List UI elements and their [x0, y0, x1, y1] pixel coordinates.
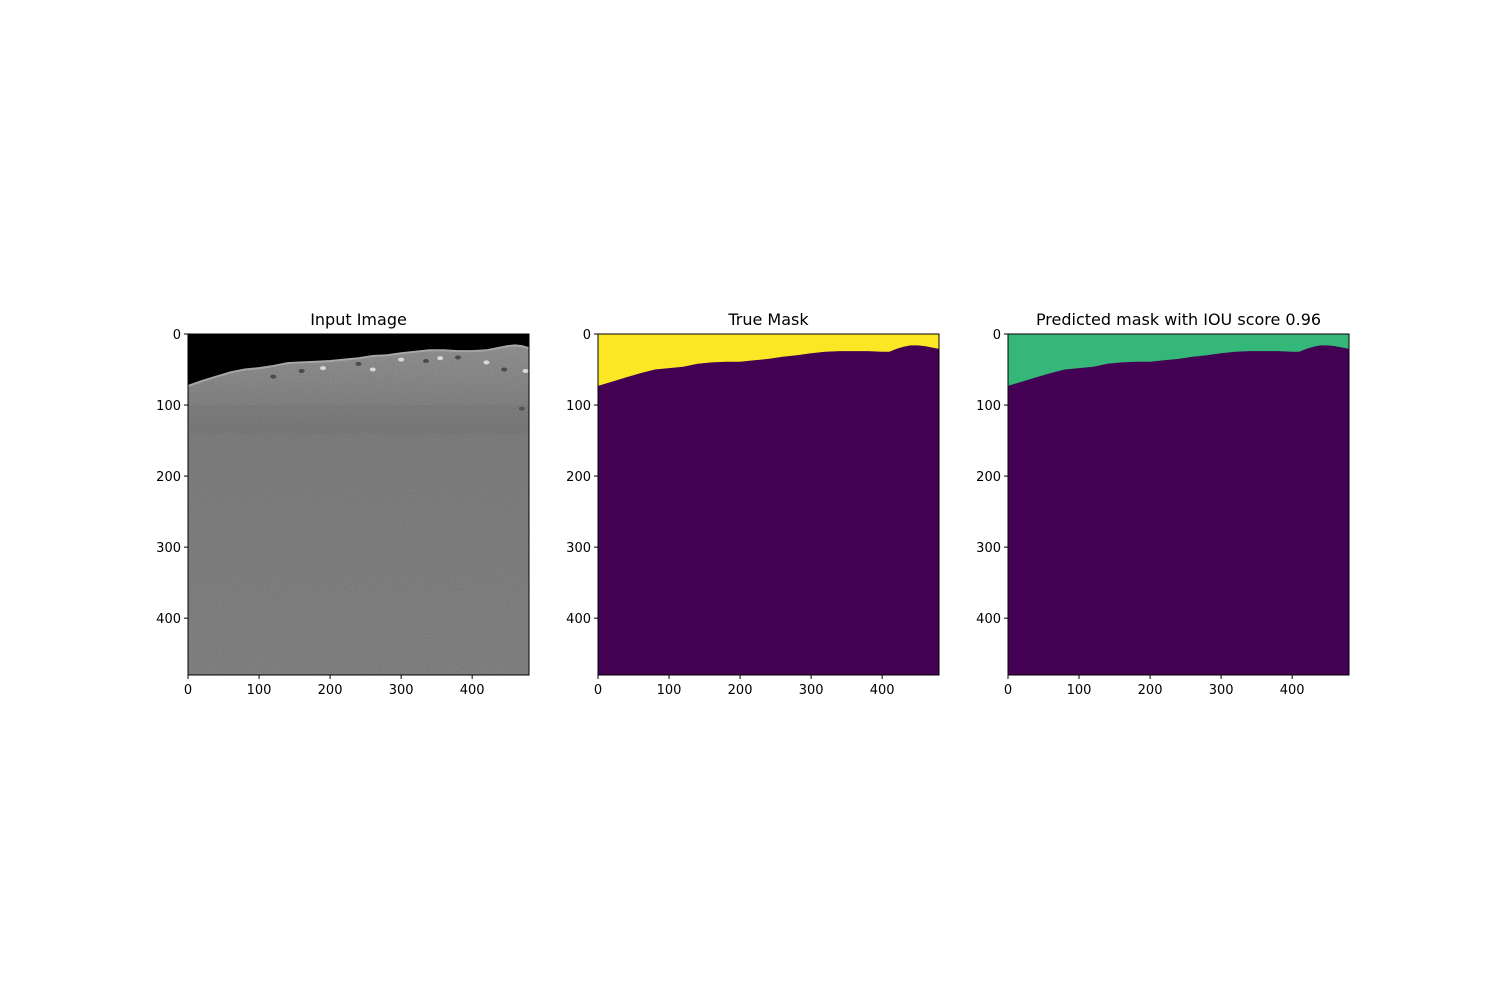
- x-tick-label: 400: [460, 683, 485, 698]
- x-tick-label: 100: [657, 683, 682, 698]
- x-tick-label: 100: [247, 683, 272, 698]
- x-tick-label: 400: [870, 683, 895, 698]
- sky-class-region: [598, 334, 939, 386]
- panel-3-title: Predicted mask with IOU score 0.96: [1035, 310, 1322, 329]
- horizon-line: [187, 344, 530, 387]
- panel-1: 0 100 200 300 400 0 100 200 300 400: [156, 328, 530, 698]
- axes-frame: [1007, 333, 1350, 676]
- y-tick-label: 0: [583, 328, 591, 343]
- rock-mark: [437, 356, 444, 361]
- x-tick-label: 0: [594, 683, 602, 698]
- x-tick-label: 400: [1280, 683, 1305, 698]
- y-tick-label: 0: [173, 328, 181, 343]
- axes-frame: [597, 333, 940, 676]
- rock-mark: [398, 357, 405, 362]
- rock-mark: [518, 406, 525, 411]
- y-tick-label: 300: [976, 541, 1001, 556]
- y-tick-label: 400: [976, 612, 1001, 627]
- ground-class-region: [1008, 334, 1349, 675]
- panel-1-title: Input Image: [310, 310, 407, 329]
- rock-mark: [501, 367, 508, 372]
- y-tick-label: 100: [156, 399, 181, 414]
- x-tick-label: 0: [1004, 683, 1012, 698]
- x-tick-label: 300: [389, 683, 414, 698]
- panel-3: 0 100 200 300 400 0 100 200 300 400: [976, 328, 1350, 698]
- rock-mark: [319, 366, 326, 371]
- x-tick-label: 100: [1067, 683, 1092, 698]
- y-tick-label: 100: [566, 399, 591, 414]
- rock-mark: [355, 361, 362, 366]
- rock-mark: [422, 358, 429, 363]
- x-tick-label: 200: [318, 683, 343, 698]
- x-tick-label: 300: [1209, 683, 1234, 698]
- y-tick-label: 200: [976, 470, 1001, 485]
- y-tick-label: 200: [156, 470, 181, 485]
- y-tick-label: 200: [566, 470, 591, 485]
- y-tick-label: 300: [566, 541, 591, 556]
- panel-2: 0 100 200 300 400 0 100 200 300 400: [566, 328, 940, 698]
- shadow-band: [188, 405, 529, 434]
- axes-frame: [187, 333, 530, 676]
- y-tick-label: 400: [566, 612, 591, 627]
- y-tick-label: 300: [156, 541, 181, 556]
- rock-mark: [270, 374, 277, 379]
- y-tick-label: 400: [156, 612, 181, 627]
- x-tick-label: 300: [799, 683, 824, 698]
- rock-mark: [454, 355, 461, 360]
- rock-mark: [298, 368, 305, 373]
- rock-mark: [483, 360, 490, 365]
- ground-class-region: [598, 334, 939, 675]
- sky-class-region: [1008, 334, 1349, 386]
- ground-texture: [188, 345, 529, 675]
- x-tick-label: 0: [184, 683, 192, 698]
- y-tick-label: 100: [976, 399, 1001, 414]
- panel-2-title: True Mask: [728, 310, 809, 329]
- x-tick-label: 200: [728, 683, 753, 698]
- y-tick-label: 0: [993, 328, 1001, 343]
- x-tick-label: 200: [1138, 683, 1163, 698]
- rock-mark: [369, 367, 376, 372]
- rock-mark: [522, 368, 529, 373]
